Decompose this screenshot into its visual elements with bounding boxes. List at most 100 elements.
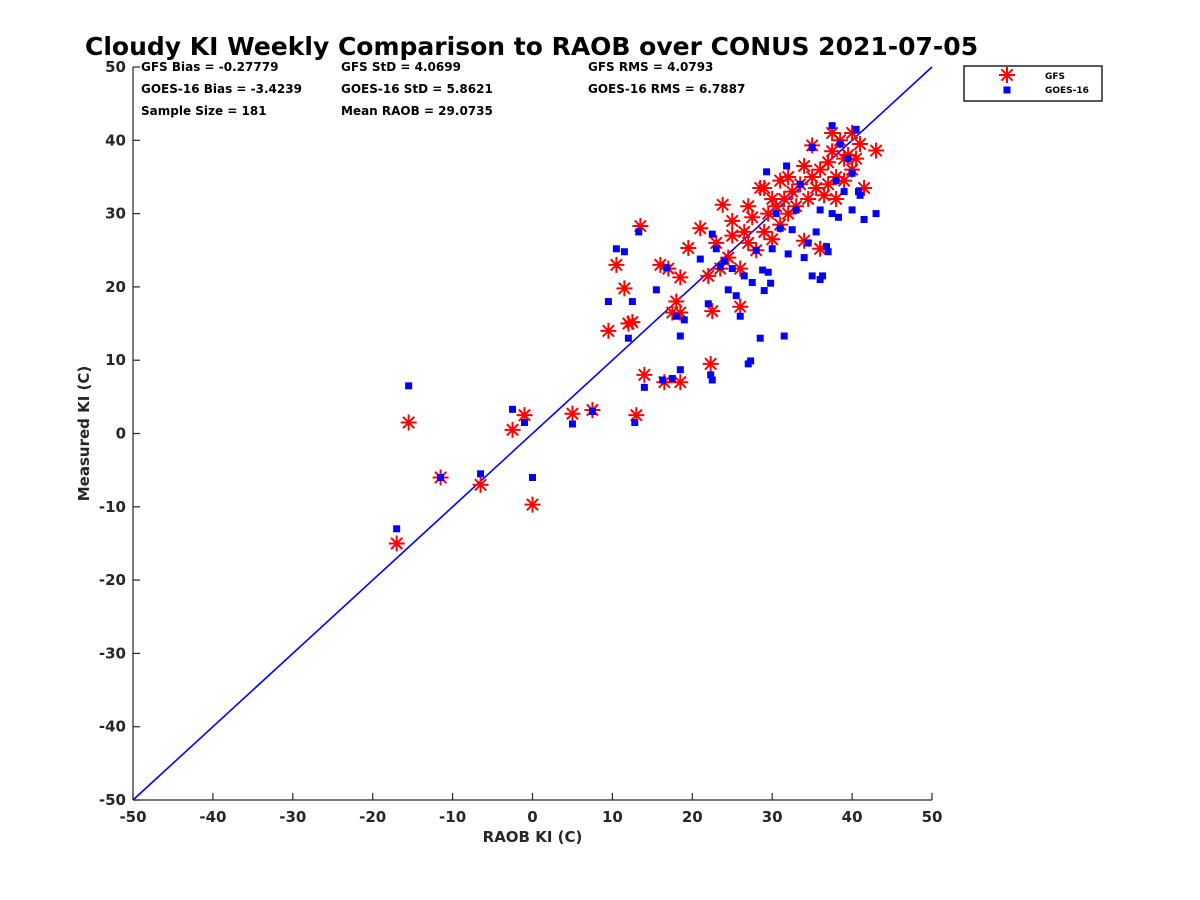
goes16-point: [612, 245, 620, 253]
gfs-point: [388, 535, 405, 552]
x-tick-label: 30: [762, 808, 783, 826]
stat-goes-rms: GOES-16 RMS = 6.7887: [588, 82, 745, 96]
goes16-series: [393, 122, 880, 533]
gfs-point: [724, 212, 741, 229]
goes16-point: [747, 357, 755, 365]
goes16-point: [720, 257, 728, 265]
legend-gfs-asterisk: [999, 67, 1015, 83]
goes16-point: [756, 334, 764, 342]
x-tick-label: -10: [439, 808, 466, 826]
legend-gfs-label: GFS: [1045, 72, 1065, 82]
goes16-point: [772, 210, 780, 218]
goes16-point: [680, 316, 688, 324]
goes16-point: [856, 191, 864, 199]
goes16-point: [792, 206, 800, 214]
goes16-point: [854, 188, 862, 196]
legend-gfs-marker: [999, 67, 1015, 83]
gfs-point: [672, 374, 689, 391]
goes16-point: [659, 376, 667, 384]
goes16-point: [716, 262, 724, 270]
goes16-point: [788, 226, 796, 234]
y-tick-label: -40: [99, 718, 126, 736]
gfs-point: [700, 267, 717, 284]
goes16-point: [477, 470, 485, 478]
goes16-point: [732, 292, 740, 300]
goes16-point: [759, 266, 767, 274]
goes16-point: [824, 248, 832, 256]
goes16-point: [393, 525, 401, 533]
goes16-point: [767, 279, 775, 287]
goes16-point: [708, 376, 716, 384]
stat-sample-size: Sample Size = 181: [141, 104, 267, 118]
goes16-point: [624, 334, 632, 342]
goes16-point: [768, 245, 776, 253]
x-tick-label: 10: [602, 808, 623, 826]
goes16-point: [780, 332, 788, 340]
gfs-point: [796, 157, 813, 174]
x-tick-label: 0: [527, 808, 537, 826]
gfs-point: [680, 240, 697, 257]
y-tick-label: -10: [99, 498, 126, 516]
goes16-point: [740, 272, 748, 280]
gfs-point: [616, 280, 633, 297]
goes16-point: [852, 125, 860, 133]
gfs-point: [780, 168, 797, 185]
goes16-point: [672, 312, 680, 320]
gfs-point: [692, 220, 709, 237]
goes16-point: [631, 419, 639, 427]
y-axis-ticks: 50 40 30 20 10 0 -10 -20 -30 -40 -50: [99, 58, 140, 809]
goes16-point: [840, 188, 848, 196]
goes16-point: [816, 206, 824, 214]
x-axis-ticks: -50 -40 -30 -20 -10 0 10 20 30 40 50: [119, 793, 942, 826]
goes16-point: [708, 230, 716, 238]
goes16-point: [736, 312, 744, 320]
gfs-point: [772, 216, 789, 233]
gfs-point: [672, 269, 689, 286]
y-tick-label: 40: [105, 131, 126, 149]
gfs-point: [702, 355, 719, 372]
goes16-point: [836, 140, 844, 148]
goes16-point: [783, 162, 791, 170]
gfs-point: [800, 190, 817, 207]
y-tick-label: 10: [105, 351, 126, 369]
y-tick-label: -30: [99, 644, 126, 662]
goes16-point: [604, 298, 612, 306]
gfs-point: [724, 227, 741, 244]
legend-goes16-marker: [1003, 86, 1011, 94]
goes16-point: [728, 265, 736, 273]
goes16-point: [437, 473, 445, 481]
goes16-point: [707, 371, 715, 379]
goes16-point: [620, 248, 628, 256]
goes16-point: [640, 383, 648, 391]
gfs-point: [624, 314, 641, 331]
x-tick-label: 20: [682, 808, 703, 826]
stat-gfs-rms: GFS RMS = 4.0793: [588, 60, 713, 74]
gfs-point: [848, 150, 865, 167]
goes16-point: [819, 272, 827, 280]
stat-goes-bias: GOES-16 Bias = -3.4239: [141, 82, 302, 96]
legend-goes16-label: GOES-16: [1045, 86, 1089, 96]
chart-title: Cloudy KI Weekly Comparison to RAOB over…: [85, 32, 978, 61]
goes16-point: [812, 228, 820, 236]
goes16-point: [521, 419, 529, 427]
y-tick-label: 30: [105, 205, 126, 223]
goes16-point: [568, 420, 576, 428]
y-tick-label: -50: [99, 791, 126, 809]
x-tick-label: 40: [842, 808, 863, 826]
y-tick-label: 0: [116, 425, 126, 443]
goes16-point: [860, 215, 868, 223]
goes16-point: [676, 366, 684, 374]
legend-box: [963, 65, 1103, 102]
y-tick-label: 50: [105, 58, 126, 76]
gfs-point: [400, 414, 417, 431]
goes16-point: [588, 408, 596, 416]
goes16-point: [832, 177, 840, 185]
goes16-point: [509, 405, 517, 413]
goes16-point: [844, 155, 852, 163]
x-tick-label: -50: [119, 808, 146, 826]
gfs-point: [832, 132, 849, 149]
gfs-point: [828, 190, 845, 207]
goes16-point: [835, 213, 843, 221]
legend: GFS GOES-16: [963, 65, 1103, 102]
